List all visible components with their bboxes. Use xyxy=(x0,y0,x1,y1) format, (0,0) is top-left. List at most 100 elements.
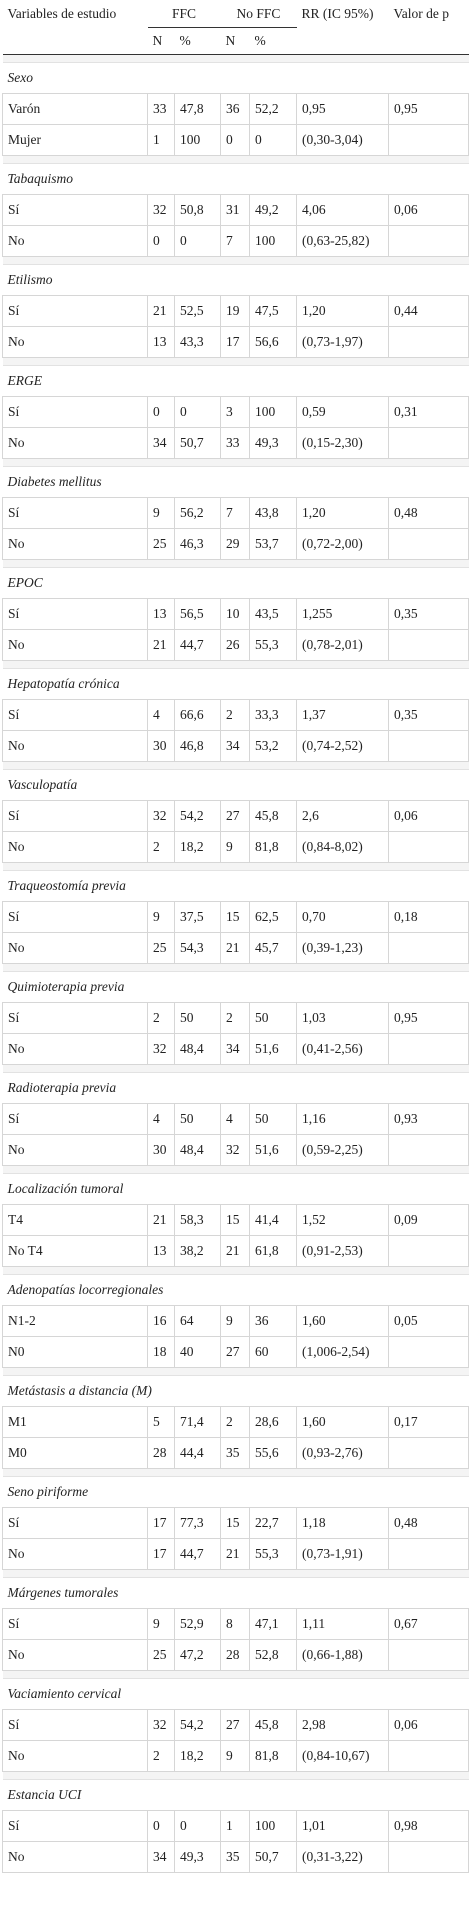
cell: 53,2 xyxy=(249,730,297,762)
results-table: Variables de estudio FFC No FFC RR (IC 95%)… xyxy=(2,0,469,1873)
cell: 3 xyxy=(220,396,250,428)
cell: 53,7 xyxy=(249,528,297,560)
group-title: Márgenes tumorales xyxy=(7,1585,119,1600)
cell xyxy=(388,629,469,661)
cell: No xyxy=(2,427,148,459)
group-title: Etilismo xyxy=(7,272,53,287)
cell: (0,73-1,91) xyxy=(296,1538,389,1570)
data-row: No 32 48,4 34 51,6 (0,41-2,56) xyxy=(2,1033,469,1065)
spacer-row xyxy=(2,256,469,265)
data-row: Sí 13 56,5 10 43,5 1,255 0,35 xyxy=(2,598,469,630)
cell xyxy=(388,326,469,358)
cell: 0,31 xyxy=(388,396,469,428)
cell: 0,05 xyxy=(388,1305,469,1337)
cell: Sí xyxy=(2,1810,148,1842)
subheader-cell: % xyxy=(174,27,221,55)
cell: 0 xyxy=(147,225,175,257)
cell: 2,6 xyxy=(296,800,389,832)
header-cell: Variables de estudio xyxy=(7,5,117,21)
cell: Sí xyxy=(2,1507,148,1539)
cell: 50 xyxy=(174,1103,221,1135)
spacer-row xyxy=(2,1468,469,1477)
spacer xyxy=(2,155,469,164)
cell: 52,2 xyxy=(249,93,297,125)
cell: 15 xyxy=(220,1507,250,1539)
cell: 49,3 xyxy=(174,1841,221,1873)
cell: 0,48 xyxy=(388,497,469,529)
cell: 1,03 xyxy=(296,1002,389,1034)
data-row: No 21 44,7 26 55,3 (0,78-2,01) xyxy=(2,629,469,661)
subheader-cell: % xyxy=(249,27,297,55)
cell: 54,2 xyxy=(174,800,221,832)
cell: 2 xyxy=(220,1002,250,1034)
cell: 21 xyxy=(147,295,175,327)
cell: 29 xyxy=(220,528,250,560)
header-cell: RR (IC 95%) xyxy=(301,5,374,21)
cell: 19 xyxy=(220,295,250,327)
cell: 34 xyxy=(147,427,175,459)
spacer-row xyxy=(2,357,469,366)
cell: (0,39-1,23) xyxy=(296,932,389,964)
cell: 34 xyxy=(147,1841,175,1873)
cell: (0,84-10,67) xyxy=(296,1740,389,1772)
cell: 17 xyxy=(147,1507,175,1539)
cell: Sí xyxy=(2,1103,148,1135)
group-title: Vaciamiento cervical xyxy=(7,1686,122,1701)
cell: 27 xyxy=(220,800,250,832)
spacer xyxy=(2,1064,469,1073)
cell: 30 xyxy=(147,1134,175,1166)
cell: 50,7 xyxy=(249,1841,297,1873)
cell: (0,84-8,02) xyxy=(296,831,389,863)
cell: 1,20 xyxy=(296,497,389,529)
cell: 2,98 xyxy=(296,1709,389,1741)
cell: 54,2 xyxy=(174,1709,221,1741)
cell: 33,3 xyxy=(249,699,297,731)
cell: 100 xyxy=(249,1810,297,1842)
group-title: Localización tumoral xyxy=(7,1181,124,1196)
cell: 1,01 xyxy=(296,1810,389,1842)
cell: 27 xyxy=(220,1336,250,1368)
cell: 0,18 xyxy=(388,901,469,933)
cell: 0,06 xyxy=(388,194,469,226)
data-row: Sí 9 56,2 7 43,8 1,20 0,48 xyxy=(2,497,469,529)
cell: 62,5 xyxy=(249,901,297,933)
cell: 46,3 xyxy=(174,528,221,560)
subheader-cell: N xyxy=(220,27,250,55)
cell: 0,70 xyxy=(296,901,389,933)
subheader-cell: N xyxy=(147,27,175,55)
cell: (0,72-2,00) xyxy=(296,528,389,560)
cell: 21 xyxy=(147,629,175,661)
cell xyxy=(388,225,469,257)
cell: Sí xyxy=(2,497,148,529)
group-title-row: Metástasis a distancia (M) xyxy=(3,1376,469,1407)
cell: 0,44 xyxy=(388,295,469,327)
cell: 0 xyxy=(220,124,250,156)
cell: 21 xyxy=(220,1235,250,1267)
cell: 50 xyxy=(249,1002,297,1034)
cell: 50,8 xyxy=(174,194,221,226)
cell: 22,7 xyxy=(249,1507,297,1539)
cell: 4,06 xyxy=(296,194,389,226)
cell: 55,6 xyxy=(249,1437,297,1469)
cell: 52,9 xyxy=(174,1608,221,1640)
cell: 10 xyxy=(220,598,250,630)
cell: No xyxy=(2,1740,148,1772)
cell: 44,7 xyxy=(174,1538,221,1570)
cell: 0 xyxy=(174,396,221,428)
data-row: N1-2 16 64 9 36 1,60 0,05 xyxy=(2,1305,469,1337)
cell: 47,1 xyxy=(249,1608,297,1640)
cell: 55,3 xyxy=(249,1538,297,1570)
group-title-row: Radioterapia previa xyxy=(3,1073,469,1104)
cell: 1,60 xyxy=(296,1305,389,1337)
spacer xyxy=(2,660,469,669)
cell xyxy=(388,1033,469,1065)
cell: 28 xyxy=(147,1437,175,1469)
cell: 7 xyxy=(220,225,250,257)
cell: (0,93-2,76) xyxy=(296,1437,389,1469)
cell: 44,4 xyxy=(174,1437,221,1469)
spacer-row xyxy=(2,1266,469,1275)
data-row: No 13 43,3 17 56,6 (0,73-1,97) xyxy=(2,326,469,358)
group-title: Diabetes mellitus xyxy=(7,474,102,489)
cell: (1,006-2,54) xyxy=(296,1336,389,1368)
group-title-row: Diabetes mellitus xyxy=(3,467,469,498)
